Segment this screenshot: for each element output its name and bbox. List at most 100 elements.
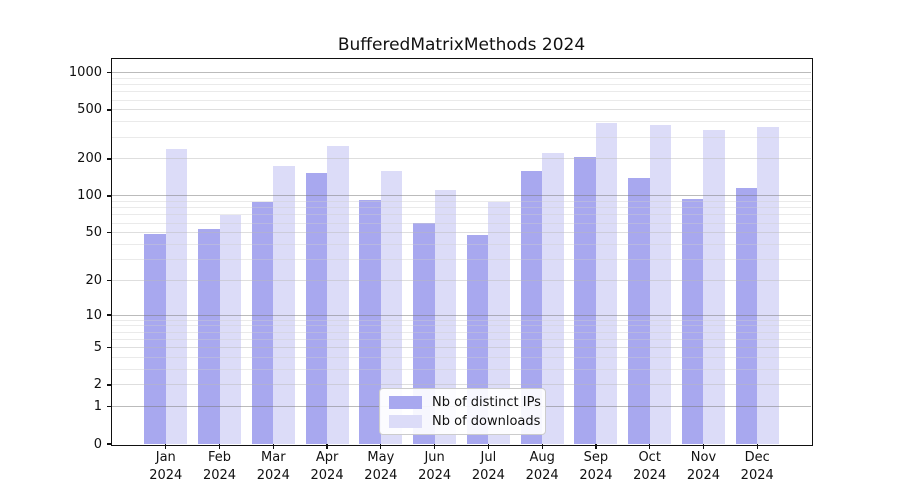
y-tick-mark-0 [106, 443, 112, 445]
x-tick-label-feb: Feb 2024 [188, 449, 252, 485]
gridline-6 [112, 338, 811, 340]
x-tick-mark-mar [272, 444, 274, 449]
y-tick-label-1: 1 [93, 399, 102, 415]
x-tick-month-text: Jan [155, 450, 176, 465]
x-tick-year-text: 2024 [686, 468, 720, 483]
y-tick-label-200: 200 [77, 151, 102, 167]
x-tick-label-aug: Aug 2024 [510, 449, 574, 485]
gridline-80 [112, 207, 811, 209]
x-tick-month-text: Dec [744, 450, 770, 465]
x-tick-mark-jul [487, 444, 490, 449]
x-tick-label-mar: Mar 2024 [241, 449, 305, 485]
y-tick-label-100: 100 [77, 188, 102, 204]
gridline-8 [112, 325, 811, 327]
x-tick-label-may: May 2024 [349, 449, 413, 485]
x-tick-label-oct: Oct 2024 [618, 449, 682, 485]
bar-downloads-feb [219, 214, 242, 444]
x-tick-year-text: 2024 [525, 468, 559, 483]
gridline-900 [112, 77, 811, 79]
gridline-3 [112, 368, 811, 370]
y-tick-label-50: 50 [85, 225, 102, 241]
gridline-20 [112, 279, 811, 281]
x-tick-month-text: Mar [261, 450, 286, 465]
y-tick-mark-100 [106, 195, 112, 197]
x-tick-year-text: 2024 [364, 468, 398, 483]
y-tick-label-0: 0 [93, 436, 102, 452]
gridline-300 [112, 136, 811, 138]
x-tick-label-apr: Apr 2024 [295, 449, 359, 485]
y-tick-label-10: 10 [85, 307, 102, 323]
legend-swatch-downloads [389, 414, 422, 428]
bar-distinct-ips-nov [681, 199, 704, 444]
x-tick-mark-may [380, 444, 382, 449]
bar-downloads-dec [757, 126, 779, 444]
y-tick-mark-50 [106, 232, 112, 234]
x-tick-year-text: 2024 [310, 468, 344, 483]
x-tick-month-text: Oct [638, 450, 661, 465]
gridline-600 [112, 99, 811, 101]
bar-distinct-ips-feb [198, 228, 220, 444]
bar-distinct-ips-oct [628, 178, 650, 444]
gridline-1000 [112, 72, 811, 74]
x-tick-month-text: Apr [315, 450, 339, 465]
x-tick-year-text: 2024 [418, 468, 452, 483]
y-tick-label-20: 20 [85, 272, 102, 288]
gridline-40 [112, 243, 811, 245]
x-tick-month-text: Aug [529, 450, 555, 465]
gridline-200 [112, 158, 811, 160]
chart-title: BufferedMatrixMethods 2024 [337, 35, 586, 55]
y-tick-label-2: 2 [93, 377, 102, 393]
x-tick-year-text: 2024 [202, 468, 237, 483]
gridline-100 [112, 195, 811, 197]
y-tick-mark-1 [106, 406, 112, 408]
x-tick-year-text: 2024 [579, 468, 613, 483]
bar-distinct-ips-may [359, 200, 381, 444]
x-tick-mark-aug [541, 444, 543, 449]
bar-downloads-apr [327, 146, 349, 444]
x-tick-month-text: May [367, 450, 395, 465]
x-tick-mark-oct [649, 444, 651, 449]
x-tick-month-text: Jul [480, 450, 497, 465]
bar-distinct-ips-sep [574, 156, 596, 444]
x-tick-year-text: 2024 [256, 468, 290, 483]
x-tick-year-text: 2024 [740, 468, 774, 483]
plot-area [112, 59, 811, 444]
bar-downloads-mar [273, 165, 295, 444]
y-tick-label-5: 5 [93, 340, 102, 356]
bar-downloads-sep [595, 122, 618, 444]
x-tick-label-nov: Nov 2024 [671, 449, 735, 485]
x-tick-year-text: 2024 [471, 468, 505, 483]
bar-downloads-jun [434, 189, 457, 444]
x-tick-mark-dec [756, 444, 758, 449]
gridline-800 [112, 84, 811, 86]
y-tick-mark-20 [106, 279, 112, 281]
legend: Nb of distinct IPs Nb of downloads [379, 388, 546, 435]
gridline-60 [112, 222, 811, 224]
x-tick-month-text: Sep [583, 450, 609, 465]
gridline-9 [112, 319, 811, 321]
x-tick-month-text: Jun [424, 450, 445, 465]
legend-item-downloads: Nb of downloads [389, 414, 540, 429]
bar-distinct-ips-jan [144, 233, 166, 444]
x-tick-mark-jan [165, 444, 167, 449]
bar-downloads-jan [165, 149, 188, 444]
x-tick-mark-sep [595, 444, 597, 449]
gridline-30 [112, 258, 811, 260]
bar-downloads-nov [703, 130, 725, 444]
x-tick-year-text: 2024 [633, 468, 667, 483]
x-tick-mark-nov [702, 444, 705, 449]
x-tick-mark-feb [218, 444, 221, 449]
legend-swatch-distinct-ips [389, 395, 422, 409]
x-tick-label-dec: Dec 2024 [725, 449, 789, 485]
bar-distinct-ips-mar [251, 201, 274, 444]
y-tick-mark-500 [106, 109, 112, 111]
x-tick-label-jun: Jun 2024 [403, 449, 467, 485]
gridline-10 [112, 314, 811, 316]
y-tick-label-500: 500 [77, 102, 102, 118]
x-tick-month-text: Feb [208, 450, 232, 465]
y-tick-mark-5 [106, 347, 112, 349]
gridline-500 [112, 109, 811, 111]
x-tick-mark-jun [433, 444, 436, 449]
gridline-7 [112, 331, 811, 333]
